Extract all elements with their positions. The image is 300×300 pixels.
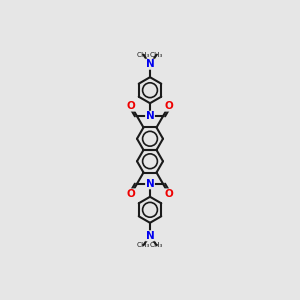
Text: N: N [146, 179, 154, 189]
Text: N: N [146, 111, 154, 121]
Text: CH₃: CH₃ [136, 242, 150, 248]
Text: O: O [164, 189, 173, 199]
Text: CH₃: CH₃ [150, 242, 164, 248]
Text: CH₃: CH₃ [150, 52, 164, 58]
Text: CH₃: CH₃ [136, 52, 150, 58]
Text: O: O [127, 101, 136, 111]
Text: N: N [146, 231, 154, 241]
Text: O: O [164, 101, 173, 111]
Text: O: O [127, 189, 136, 199]
Text: N: N [146, 59, 154, 69]
